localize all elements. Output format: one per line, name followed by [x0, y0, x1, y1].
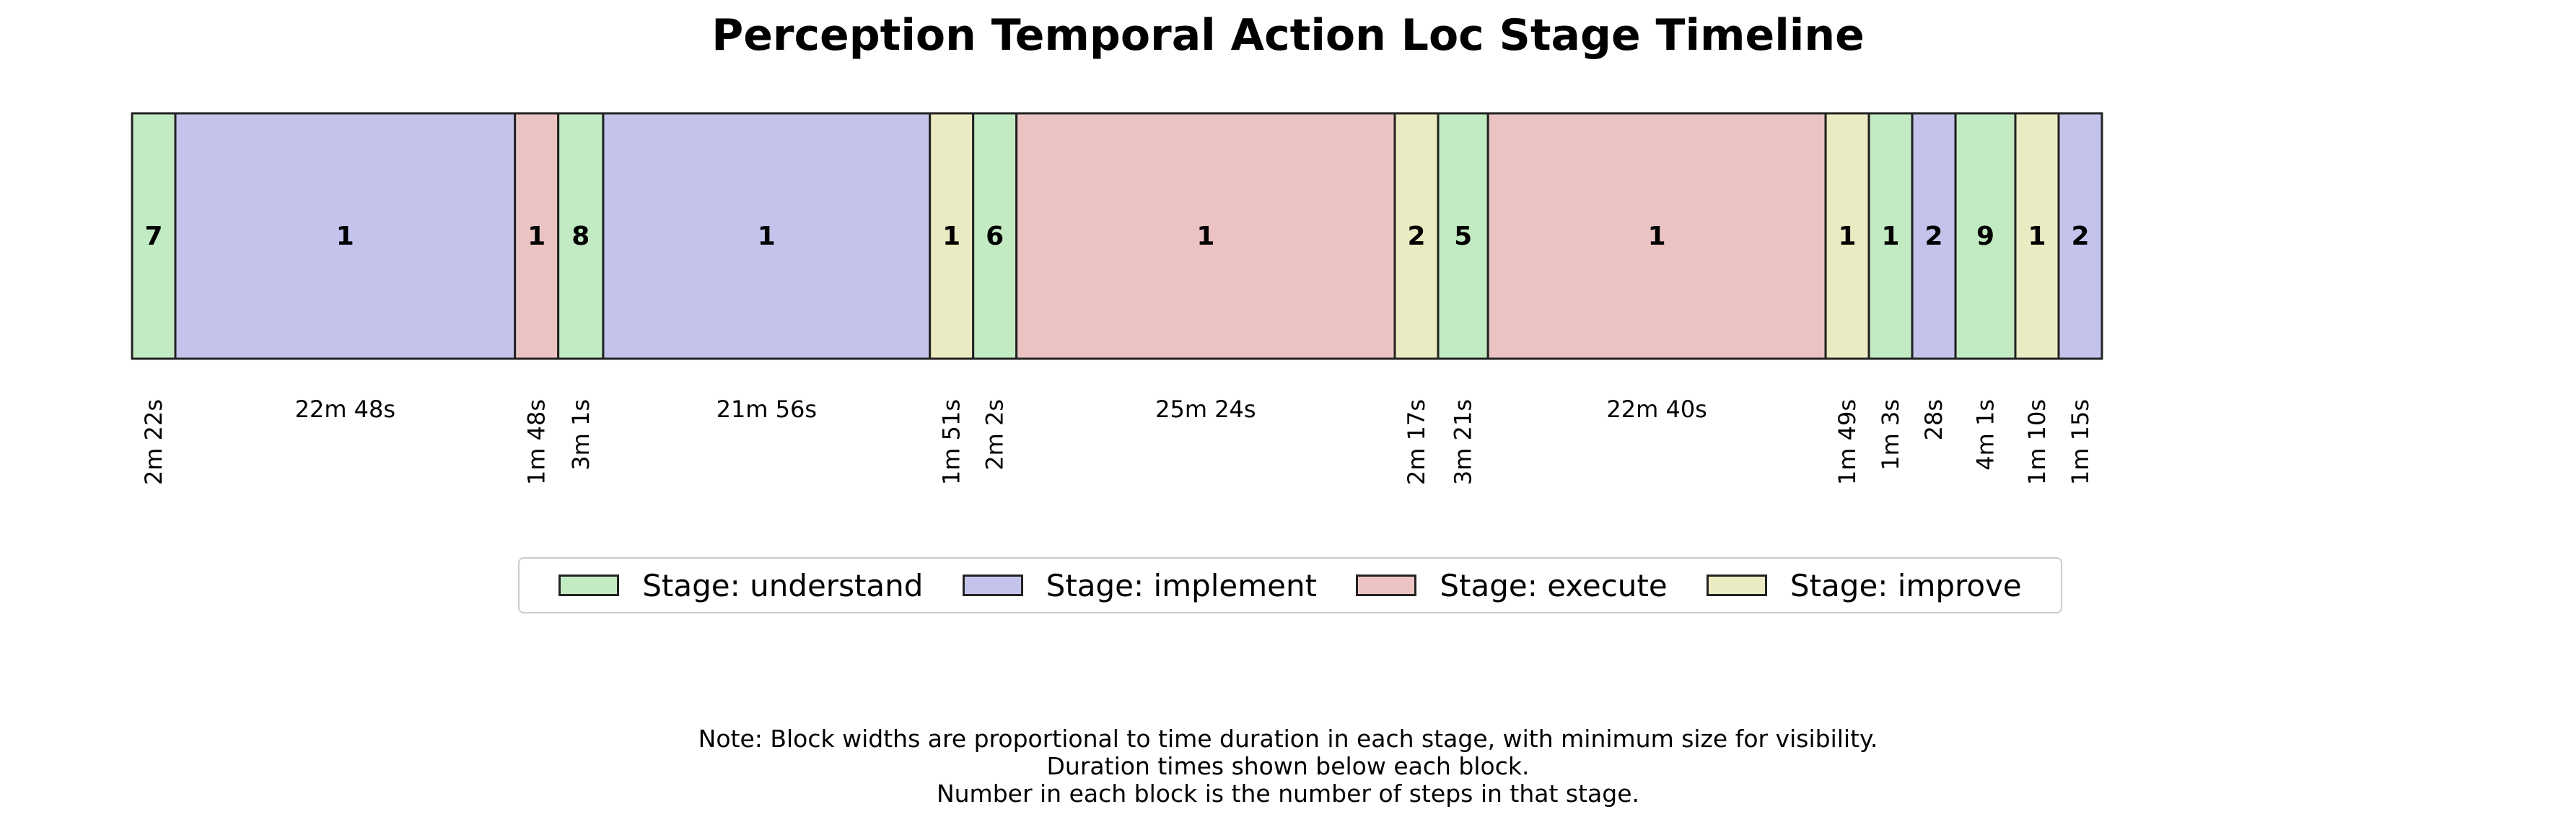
block-steps-label: 1 — [942, 222, 960, 251]
note-line: Number in each block is the number of st… — [936, 779, 1640, 808]
note-line: Note: Block widths are proportional to t… — [698, 725, 1878, 753]
timeline-chart: 7 2m 22s 1 22m 48s 1 1m 48s 8 3m 1s 1 21m 56s 1 1m … — [131, 112, 2103, 485]
legend-swatch-understand — [558, 575, 620, 596]
legend-label-improve: Stage: improve — [1789, 567, 2022, 603]
stage-block-understand — [1867, 112, 1914, 360]
block-duration-label: 25m 24s — [1155, 396, 1256, 423]
stage-block-implement — [1911, 112, 1957, 360]
block-steps-label: 1 — [1839, 222, 1857, 251]
stage-block-improve — [1393, 112, 1440, 360]
legend-swatch-improve — [1706, 575, 1767, 596]
block-duration-label: 3m 1s — [567, 399, 595, 471]
block-duration-label: 2m 2s — [981, 399, 1009, 471]
legend-swatch-execute — [1356, 575, 1417, 596]
stage-block-improve — [2014, 112, 2060, 360]
block-steps-label: 1 — [2028, 222, 2046, 251]
block-steps-label: 1 — [1648, 222, 1666, 251]
block-duration-label: 22m 48s — [295, 396, 395, 423]
chart-title: Perception Temporal Action Loc Stage Tim… — [711, 10, 1865, 61]
legend-item-execute: Stage: execute — [1356, 567, 1668, 603]
chart-note: Note: Block widths are proportional to t… — [0, 725, 2576, 808]
block-duration-label: 1m 10s — [2023, 399, 2051, 485]
stage-block-understand — [1437, 112, 1489, 360]
note-line: Duration times shown below each block. — [1046, 752, 1530, 780]
block-steps-label: 2 — [1407, 222, 1425, 251]
block-steps-label: 8 — [571, 222, 590, 251]
stage-block-understand — [1954, 112, 2017, 360]
block-steps-label: 1 — [527, 222, 546, 251]
block-duration-label: 2m 17s — [1403, 399, 1430, 485]
block-steps-label: 2 — [2071, 222, 2089, 251]
stage-block-execute — [514, 112, 560, 360]
block-duration-label: 1m 48s — [523, 399, 551, 485]
block-duration-label: 1m 49s — [1834, 399, 1861, 485]
block-steps-label: 9 — [1976, 222, 1994, 251]
legend-swatch-implement — [962, 575, 1023, 596]
block-steps-label: 1 — [1196, 222, 1214, 251]
block-duration-label: 28s — [1920, 399, 1948, 440]
block-duration-label: 3m 21s — [1450, 399, 1477, 485]
stage-block-understand — [131, 112, 177, 360]
stage-block-improve — [1824, 112, 1870, 360]
block-duration-label: 1m 3s — [1877, 399, 1904, 471]
legend: Stage: understand Stage: implement Stage… — [518, 557, 2062, 613]
block-duration-label: 22m 40s — [1606, 396, 1707, 423]
block-steps-label: 1 — [336, 222, 354, 251]
block-steps-label: 1 — [1882, 222, 1900, 251]
block-steps-label: 1 — [758, 222, 776, 251]
block-duration-label: 21m 56s — [717, 396, 817, 423]
legend-item-improve: Stage: improve — [1706, 567, 2022, 603]
legend-item-implement: Stage: implement — [962, 567, 1318, 603]
legend-label-implement: Stage: implement — [1046, 567, 1318, 603]
stage-block-understand — [557, 112, 605, 360]
stage-block-implement — [2057, 112, 2103, 360]
block-steps-label: 2 — [1925, 222, 1943, 251]
stage-block-improve — [929, 112, 975, 360]
block-duration-label: 2m 22s — [140, 399, 167, 485]
block-steps-label: 5 — [1454, 222, 1472, 251]
block-duration-label: 1m 15s — [2067, 399, 2094, 485]
legend-label-execute: Stage: execute — [1440, 567, 1668, 603]
legend-item-understand: Stage: understand — [558, 568, 923, 603]
stage-block-execute — [1015, 112, 1396, 360]
block-steps-label: 7 — [144, 222, 162, 251]
block-steps-label: 6 — [986, 222, 1004, 251]
stage-block-execute — [1486, 112, 1827, 360]
legend-label-understand: Stage: understand — [642, 567, 924, 603]
block-duration-label: 1m 51s — [938, 399, 965, 485]
block-duration-label: 4m 1s — [1972, 399, 1999, 471]
stage-block-implement — [174, 112, 517, 360]
stage-block-implement — [602, 112, 932, 360]
